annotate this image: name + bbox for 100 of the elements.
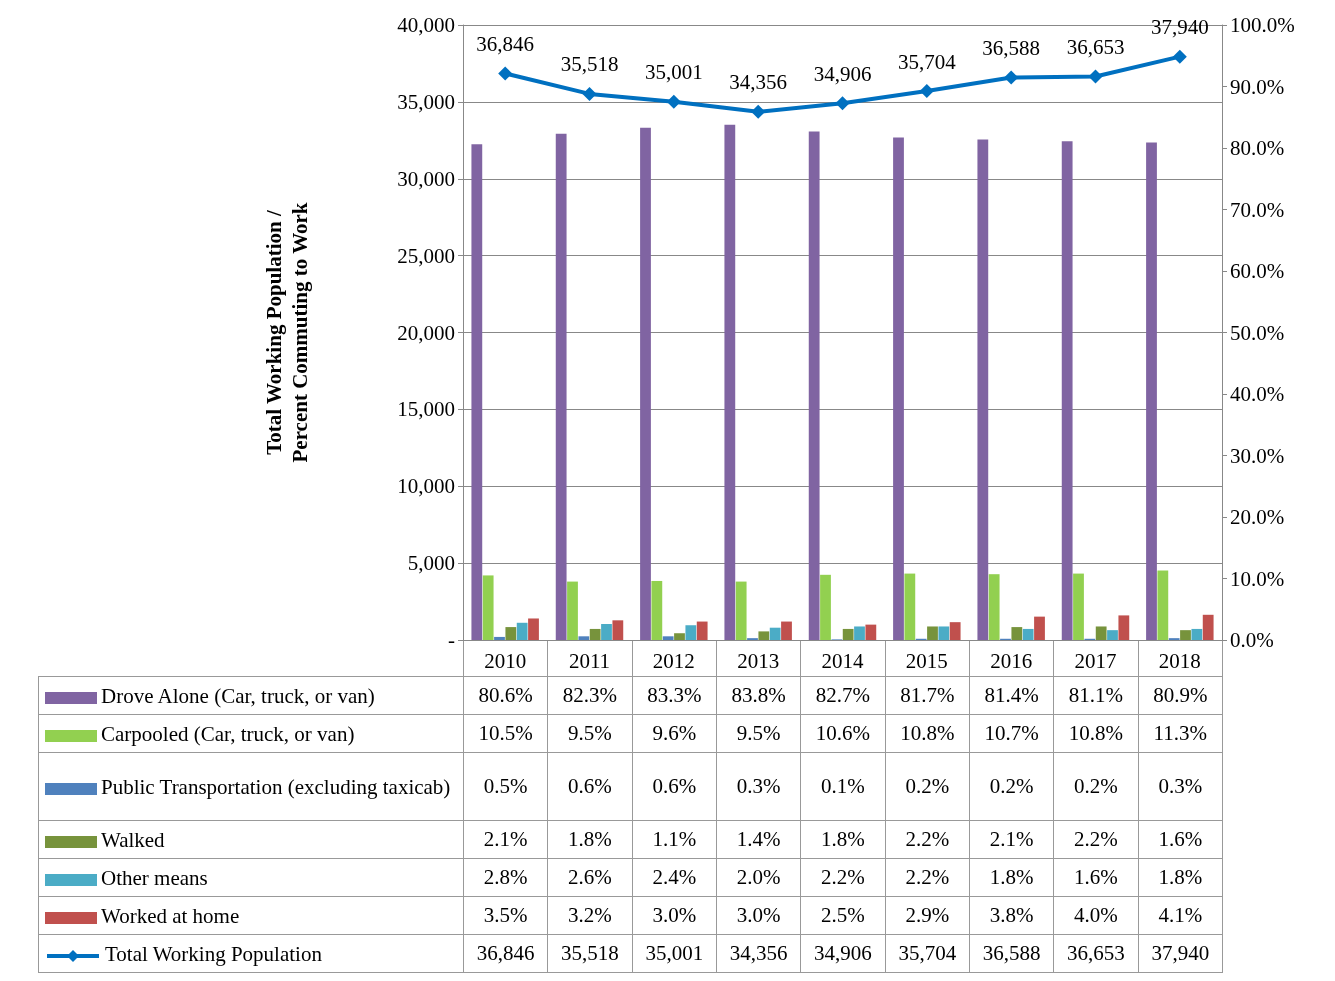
bar: [696, 621, 708, 640]
y-axis-title: Total Working Population / Percent Commuting to Work: [262, 202, 312, 463]
data-label: 3.5%: [463, 896, 548, 935]
bar: [949, 622, 961, 640]
data-label: 10.7%: [969, 714, 1054, 753]
y-tick-label: 20,000: [397, 320, 455, 345]
text: 34,906: [813, 61, 872, 86]
bar: [685, 625, 697, 640]
bar: [471, 144, 483, 640]
bar: [988, 574, 1000, 640]
y-tick-label: -: [448, 628, 455, 652]
bar: [1061, 141, 1073, 640]
bar: [927, 626, 938, 640]
data-label: 1.4%: [716, 820, 801, 859]
bar: [977, 139, 989, 640]
data-label: 2.1%: [969, 820, 1054, 859]
data-label: 0.3%: [1138, 752, 1223, 821]
data-label: 0.2%: [1053, 752, 1139, 821]
bar: [555, 133, 567, 640]
bar: [1034, 616, 1045, 640]
point: [582, 86, 597, 101]
data-label: 3.0%: [632, 896, 717, 935]
legend-label: Worked at home: [101, 903, 240, 928]
bar: [651, 580, 663, 640]
data-label: 36,846: [463, 934, 548, 973]
data-label: 82.3%: [547, 676, 633, 715]
bar: [1191, 628, 1203, 640]
data-label: 9.5%: [716, 714, 801, 753]
data-label: 81.7%: [885, 676, 970, 715]
bar: [820, 574, 831, 640]
data-label: 1.1%: [632, 820, 717, 859]
bar: [640, 127, 651, 640]
point: [919, 84, 934, 99]
data-label: 34,906: [800, 934, 886, 973]
point: [835, 96, 850, 111]
bar: [1157, 570, 1169, 640]
bar: [904, 573, 916, 640]
data-label: 83.3%: [632, 676, 717, 715]
data-label: 36,588: [969, 934, 1054, 973]
bar: [1202, 614, 1214, 640]
x-tick-label: 2015: [905, 648, 948, 673]
data-label: 11.3%: [1138, 714, 1223, 753]
data-label: 2.6%: [547, 858, 633, 897]
data-label: 0.2%: [885, 752, 970, 821]
bar: [893, 137, 904, 640]
data-label: 1.6%: [1053, 858, 1139, 897]
text: 36,588: [982, 35, 1041, 60]
legend-label: Other means: [101, 865, 208, 890]
text: 35,704: [897, 49, 956, 74]
data-label: 37,940: [1138, 934, 1223, 973]
data-label: 0.2%: [969, 752, 1054, 821]
data-label: 10.8%: [1053, 714, 1139, 753]
data-label: 80.6%: [463, 676, 548, 715]
data-label: 35,704: [885, 934, 970, 973]
data-label: 83.8%: [716, 676, 801, 715]
y2-tick-label: 90.0%: [1230, 74, 1285, 99]
data-label: 82.7%: [800, 676, 886, 715]
data-label: 2.2%: [885, 820, 970, 859]
bar: [1180, 630, 1191, 640]
bar: [758, 631, 770, 640]
text: 35,001: [644, 60, 703, 85]
bar: [1073, 573, 1084, 640]
bar: [842, 628, 854, 640]
bar: [589, 628, 601, 640]
y-tick-label: 15,000: [397, 397, 455, 422]
point: [666, 94, 681, 109]
data-label: 2.2%: [885, 858, 970, 897]
bar: [1022, 628, 1034, 640]
data-label: 3.2%: [547, 896, 633, 935]
y2-tick-label: 80.0%: [1230, 136, 1285, 160]
point: [1088, 69, 1103, 84]
data-label: 1.8%: [800, 820, 886, 859]
y2-tick-label: 10.0%: [1230, 566, 1285, 591]
bar: [1146, 142, 1157, 640]
text: 36,846: [476, 31, 535, 56]
y2-tick-label: 40.0%: [1230, 382, 1285, 406]
data-label: 35,001: [632, 934, 717, 973]
text: 37,940: [1150, 15, 1209, 40]
data-label: 2.0%: [716, 858, 801, 897]
y-tick-label: 40,000: [397, 13, 455, 37]
legend-label: Carpooled (Car, truck, or van): [101, 721, 355, 746]
data-label: 10.5%: [463, 714, 548, 753]
data-label: 0.3%: [716, 752, 801, 821]
legend-label: Public Transportation (excluding taxicab): [101, 774, 451, 799]
bar: [482, 575, 494, 640]
bar: [769, 627, 781, 640]
point: [1172, 49, 1187, 64]
y2-tick-label: 100.0%: [1230, 13, 1295, 37]
y2-tick-label: 0.0%: [1230, 628, 1274, 652]
x-tick-label: 2011: [568, 648, 611, 673]
data-label: 3.8%: [969, 896, 1054, 935]
bar: [662, 636, 674, 640]
bar: [494, 636, 505, 640]
y2-tick-label: 30.0%: [1230, 443, 1285, 468]
data-label: 0.5%: [463, 752, 548, 821]
x-tick-label: 2018: [1158, 648, 1201, 673]
y2-tick-label: 60.0%: [1230, 259, 1285, 283]
bar: [1107, 630, 1118, 640]
data-label: 36,653: [1053, 934, 1139, 973]
data-label: 1.6%: [1138, 820, 1223, 859]
